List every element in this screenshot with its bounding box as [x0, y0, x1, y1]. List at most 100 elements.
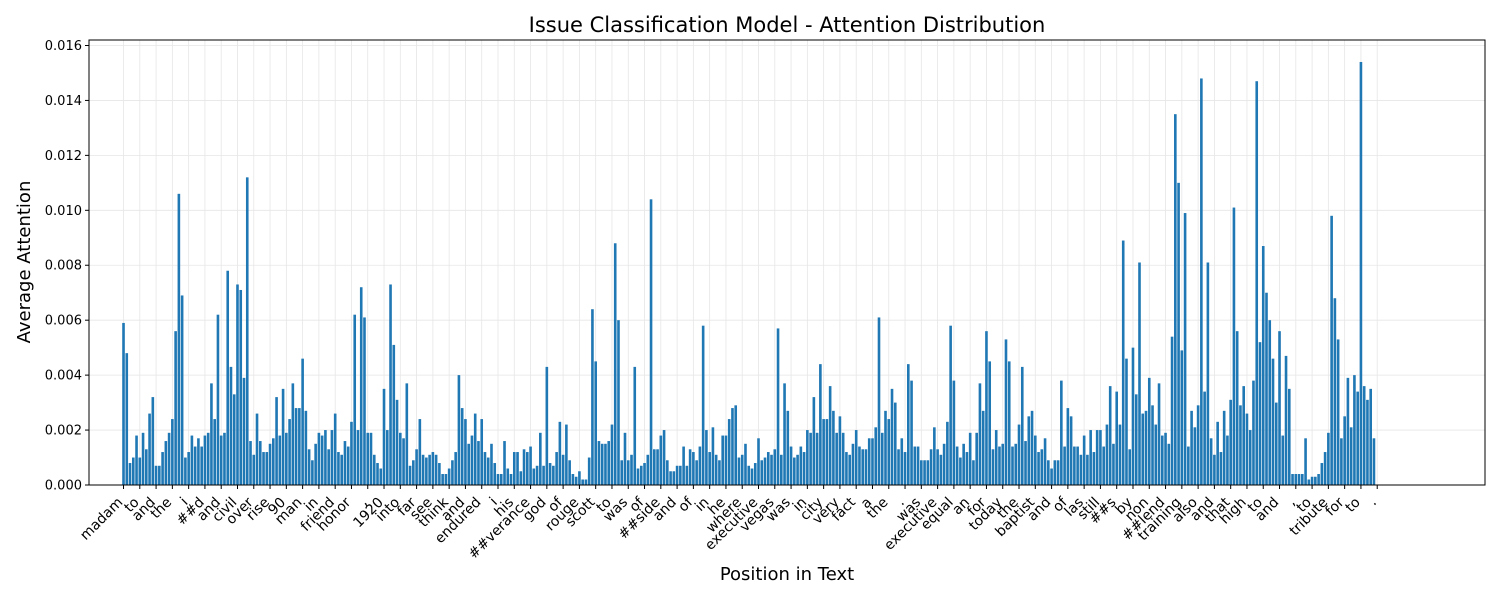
- bar: [1216, 421, 1219, 485]
- bar: [193, 446, 197, 485]
- bar: [734, 405, 738, 485]
- bar: [659, 435, 663, 485]
- bar: [493, 463, 497, 485]
- bar: [1190, 410, 1193, 485]
- bar: [835, 432, 838, 485]
- bar: [548, 463, 552, 485]
- bar: [662, 430, 666, 485]
- bar: [815, 432, 819, 485]
- bar: [1369, 388, 1373, 485]
- bar: [920, 460, 923, 485]
- bar: [1252, 380, 1255, 485]
- bar: [1362, 386, 1366, 485]
- chart-title: Issue Classification Model - Attention D…: [529, 13, 1046, 37]
- bar: [180, 295, 184, 485]
- bar: [594, 361, 597, 485]
- bar: [1284, 355, 1288, 485]
- bar: [959, 457, 962, 485]
- bar: [356, 430, 360, 485]
- bar: [343, 441, 347, 485]
- bar: [392, 344, 396, 485]
- bar: [1147, 377, 1151, 485]
- bar: [555, 452, 558, 485]
- bar: [933, 427, 936, 485]
- y-tick-label: 0.014: [45, 94, 82, 109]
- bar: [991, 449, 995, 485]
- bar: [268, 443, 272, 485]
- bar: [535, 465, 539, 485]
- bar: [819, 364, 822, 485]
- bar: [206, 432, 210, 485]
- bar: [473, 413, 477, 485]
- bar: [1291, 474, 1294, 485]
- y-axis-label: Average Attention: [14, 181, 35, 344]
- bar: [441, 474, 444, 485]
- bar: [669, 471, 672, 485]
- bar: [1372, 438, 1376, 485]
- bar: [285, 432, 288, 485]
- bar: [851, 443, 855, 485]
- bar: [633, 366, 637, 485]
- bar: [864, 449, 868, 485]
- bar: [519, 471, 523, 485]
- bar: [552, 465, 555, 485]
- bar: [1242, 386, 1246, 485]
- bar: [425, 457, 428, 485]
- bar: [838, 416, 842, 485]
- bar: [1095, 430, 1099, 485]
- bar: [242, 377, 246, 485]
- plot-frame: [88, 39, 1486, 486]
- bar: [412, 460, 415, 485]
- bar: [272, 438, 275, 485]
- bar: [1020, 366, 1024, 485]
- bar: [363, 317, 366, 485]
- bar: [939, 454, 943, 485]
- bars-group: [122, 61, 1376, 486]
- bar: [467, 443, 470, 485]
- bar: [994, 430, 998, 485]
- bar: [1268, 320, 1272, 485]
- bar: [981, 410, 985, 485]
- bar: [718, 460, 721, 485]
- bar: [571, 474, 575, 485]
- bar: [955, 446, 959, 485]
- bar: [988, 361, 992, 485]
- bar: [1157, 383, 1161, 485]
- bar: [434, 454, 438, 485]
- bar: [620, 460, 624, 485]
- bar: [617, 320, 620, 485]
- bar: [294, 408, 298, 485]
- bar: [1183, 213, 1187, 486]
- bar: [910, 380, 913, 485]
- bar: [399, 432, 402, 485]
- bar: [320, 435, 324, 485]
- bar: [884, 410, 887, 485]
- bar: [359, 287, 363, 485]
- bar: [529, 446, 532, 485]
- bar: [753, 463, 757, 485]
- bar: [542, 465, 545, 485]
- bar: [903, 452, 907, 485]
- bar: [486, 457, 490, 485]
- bar: [171, 419, 174, 485]
- bar: [685, 465, 689, 485]
- bar: [1193, 427, 1197, 485]
- bar: [893, 402, 897, 485]
- y-tick-label: 0.010: [45, 204, 82, 219]
- bar: [301, 358, 304, 485]
- bar: [877, 317, 881, 485]
- bar: [483, 452, 487, 485]
- bar: [506, 468, 510, 485]
- bar: [385, 430, 389, 485]
- bar: [1125, 358, 1128, 485]
- bar: [1271, 358, 1275, 485]
- bar: [1040, 449, 1044, 485]
- bar: [701, 325, 705, 485]
- bar: [512, 452, 516, 485]
- bar: [841, 432, 845, 485]
- bar: [786, 410, 790, 485]
- bar: [503, 441, 506, 485]
- bar: [874, 427, 878, 485]
- bar: [210, 383, 213, 485]
